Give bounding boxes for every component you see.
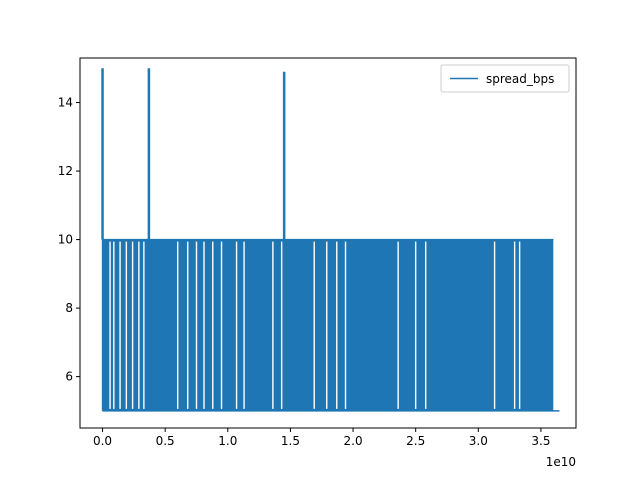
y-tick-label: 14 — [58, 96, 73, 110]
x-axis-ticks: 0.0 0.5 1.0 1.5 2.0 2.5 3.0 3.5 — [93, 428, 550, 448]
axes-frame — [79, 57, 577, 429]
x-axis-offset-label: 1e10 — [546, 455, 576, 469]
legend-label-spread-bps: spread_bps — [486, 72, 554, 86]
x-tick-label: 2.5 — [406, 434, 425, 448]
legend: spread_bps — [440, 64, 570, 93]
x-tick-label: 3.5 — [531, 434, 550, 448]
series-spread-bps-band — [101, 238, 560, 412]
y-tick-label: 8 — [65, 301, 73, 315]
x-tick-label: 3.0 — [469, 434, 488, 448]
legend-box — [440, 64, 570, 93]
x-tick-label: 0.0 — [93, 434, 112, 448]
plot-area — [101, 68, 560, 412]
x-tick-label: 2.0 — [344, 434, 363, 448]
x-tick-label: 1.5 — [281, 434, 300, 448]
y-tick-label: 6 — [65, 370, 73, 384]
y-tick-label: 10 — [58, 233, 73, 247]
y-axis-ticks: 6 8 10 12 14 — [58, 96, 80, 384]
x-tick-label: 1.0 — [218, 434, 237, 448]
x-tick-label: 0.5 — [156, 434, 175, 448]
y-tick-label: 12 — [58, 164, 73, 178]
